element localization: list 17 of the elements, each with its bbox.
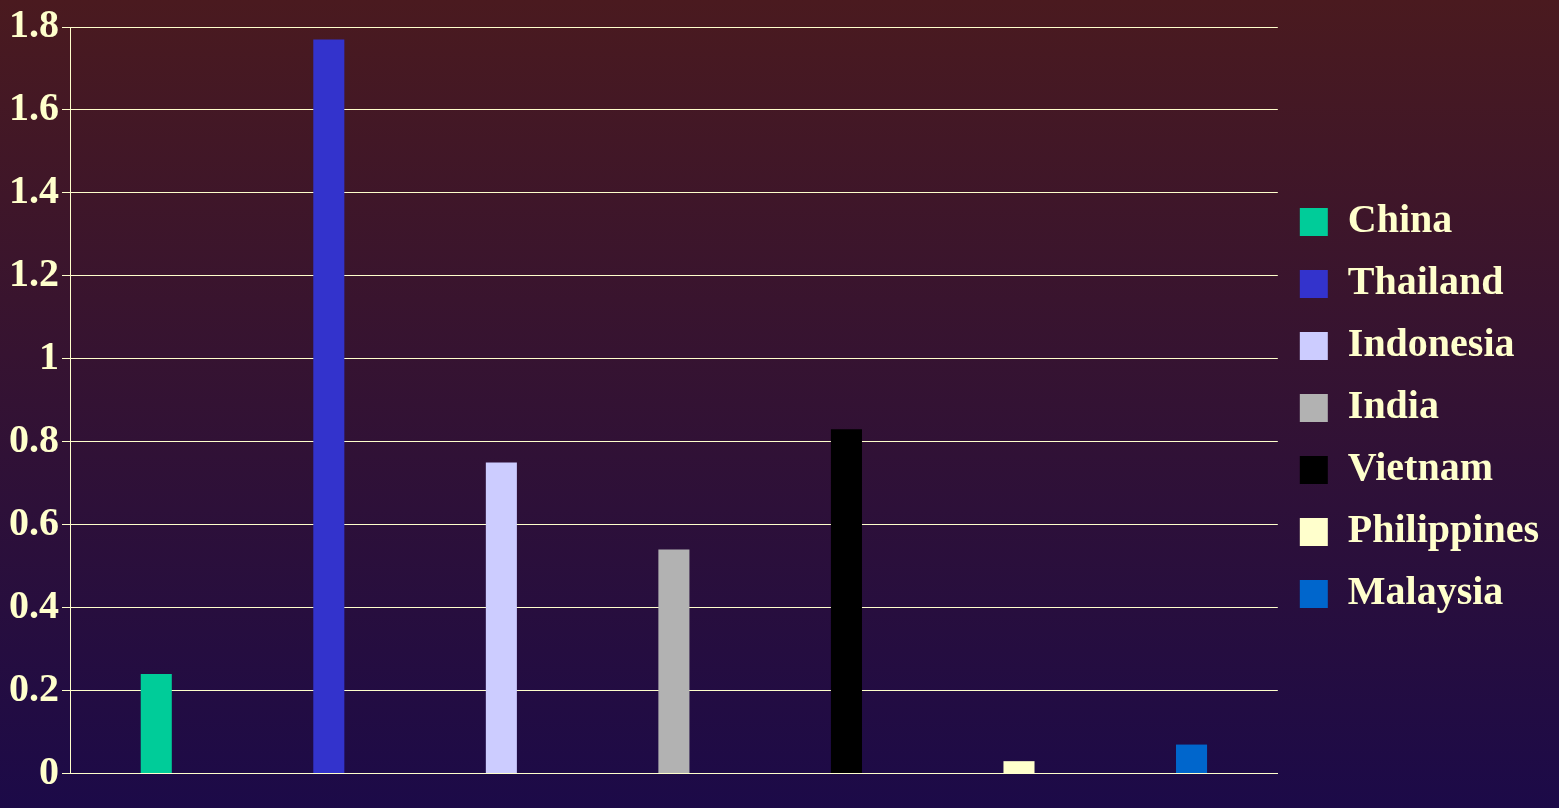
y-tick-label: 1 [39,333,59,379]
y-tick-label: 0.6 [9,499,59,545]
legend-label: Malaysia [1347,568,1504,614]
legend-label: India [1347,382,1439,428]
legend-label: Philippines [1347,506,1540,552]
legend-label: China [1347,196,1453,242]
y-tick-label: 0.4 [9,582,59,628]
y-tick-label: 0 [39,747,59,793]
y-tick-label: 1.2 [9,250,59,296]
legend-label: Vietnam [1347,444,1493,490]
legend-label: Indonesia [1347,320,1515,366]
legend-label: Thailand [1347,258,1504,304]
y-tick-label: 1.8 [9,1,59,47]
y-tick-label: 1.4 [9,167,59,213]
y-tick-label: 0.2 [9,664,59,710]
y-tick-label: 0.8 [9,416,59,462]
y-tick-label: 1.6 [9,84,59,130]
